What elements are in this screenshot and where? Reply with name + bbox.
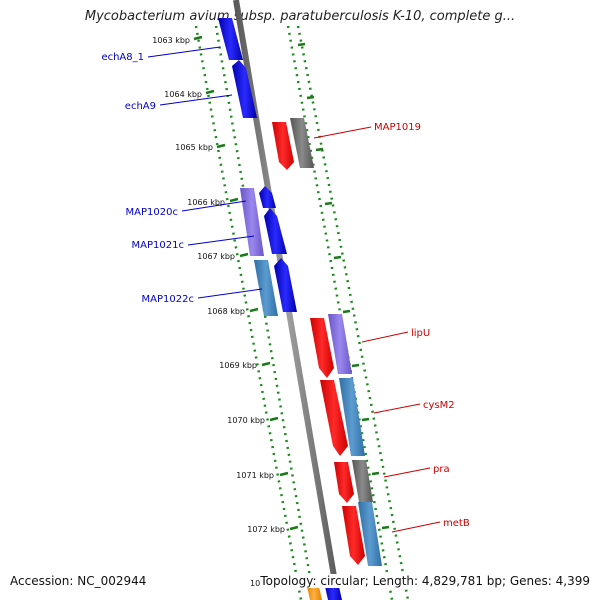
forward-gene-labels: MAP1019 lipU cysM2 pra metB [313, 122, 470, 533]
gene-echA9-feature[interactable] [232, 60, 257, 118]
gene-MAP1019-feature[interactable] [272, 122, 294, 170]
lipU-leader-line [361, 331, 409, 343]
ruler-tick [205, 89, 215, 95]
echA9-leader-line [159, 94, 233, 106]
ruler-label: 1068 kbp [207, 307, 245, 316]
gene-MAP1020c-purple-feature[interactable] [240, 188, 264, 256]
ruler-tick [289, 525, 299, 531]
ruler-label: 1071 kbp [236, 471, 274, 480]
outer-tick [333, 255, 342, 260]
ruler-tick [269, 416, 279, 422]
ruler-tick [229, 197, 239, 203]
outer-tick [306, 95, 315, 100]
gene-label-MAP1020c[interactable]: MAP1020c [126, 207, 178, 218]
gene-MAP1019-gray-feature[interactable] [290, 118, 314, 168]
outer-tick [324, 201, 333, 206]
genome-title: Mycobacterium avium subsp. paratuberculo… [84, 9, 516, 24]
gene-label-cysM2[interactable]: cysM2 [423, 400, 455, 411]
ruler-tick [239, 252, 249, 258]
gene-label-MAP1021c[interactable]: MAP1021c [132, 240, 184, 251]
kbp-ruler: 1063 kbp 1064 kbp 1065 kbp 1066 kbp 1067… [152, 35, 299, 588]
outer-tick [342, 309, 351, 314]
gene-metB-feature[interactable] [342, 506, 365, 565]
gene-lipU-purple-feature[interactable] [328, 314, 352, 374]
ruler-tick [261, 361, 271, 367]
echA8-1-leader-line [147, 46, 221, 58]
gene-label-metB[interactable]: metB [443, 518, 470, 529]
gene-MAP1021c-feature[interactable] [264, 208, 287, 254]
outer-tick [315, 147, 324, 152]
cysM2-leader-line [373, 403, 421, 414]
reverse-gene-labels: echA8_1 echA9 MAP1020c MAP1021c MAP1022c [101, 46, 263, 305]
inner-right-track-guide [286, 25, 394, 600]
gene-label-lipU[interactable]: lipU [411, 328, 430, 339]
ruler-label: 1067 kbp [197, 252, 235, 261]
gene-cysM2-feature[interactable] [320, 380, 348, 456]
MAP1021c-leader-line [187, 235, 255, 246]
forward-strand-features [272, 118, 382, 600]
gene-lipU-feature[interactable] [310, 318, 334, 378]
accession-text: Accession: NC_002944 [10, 574, 147, 588]
outer-tick [381, 525, 390, 530]
gene-MAP1022c-steel-feature[interactable] [254, 260, 278, 316]
outer-tick-marks [297, 42, 390, 530]
gene-pra-gray-feature[interactable] [352, 460, 373, 502]
ruler-label: 1063 kbp [152, 36, 190, 45]
ruler-tick [279, 471, 289, 477]
MAP1022c-leader-line [197, 288, 263, 299]
ruler-tick [216, 143, 226, 149]
gene-MAP1020c-small-feature[interactable] [259, 186, 276, 208]
track-guides [194, 25, 410, 600]
ruler-label: 1069 kbp [219, 361, 257, 370]
outer-tick [297, 42, 306, 47]
gene-label-MAP1019[interactable]: MAP1019 [374, 122, 421, 133]
ruler-label: 1065 kbp [175, 143, 213, 152]
ruler-tick [193, 35, 203, 41]
metB-leader-line [391, 521, 441, 533]
gene-cysM2-steel-feature[interactable] [339, 378, 365, 456]
topology-text: Topology: circular; Length: 4,829,781 bp… [260, 574, 590, 588]
gene-label-pra[interactable]: pra [433, 464, 450, 475]
gene-pra-feature[interactable] [334, 462, 354, 503]
ruler-tick [249, 307, 259, 313]
outer-tick [351, 363, 360, 368]
ruler-label: 1070 kbp [227, 416, 265, 425]
gene-label-MAP1022c[interactable]: MAP1022c [142, 294, 194, 305]
ruler-label: 1064 kbp [164, 90, 202, 99]
ruler-label: 1066 kbp [187, 198, 225, 207]
outer-tick [361, 417, 370, 422]
ruler-label: 1072 kbp [247, 525, 285, 534]
gene-echA8-1-feature[interactable] [218, 18, 243, 60]
MAP1020c-leader-line [181, 200, 247, 212]
pra-leader-line [383, 467, 431, 478]
gene-label-echA8-1[interactable]: echA8_1 [101, 52, 144, 63]
reverse-strand-features [218, 18, 297, 316]
MAP1019-leader-line [313, 126, 372, 139]
gene-label-echA9[interactable]: echA9 [125, 101, 156, 112]
gene-MAP1022c-feature[interactable] [274, 258, 297, 312]
outer-tick [371, 471, 380, 476]
ruler-label-partial: 10 [250, 579, 260, 588]
inner-left-track-guide [214, 25, 316, 600]
outer-left-track-guide [194, 25, 303, 600]
gene-metB-steel-feature[interactable] [358, 502, 382, 566]
